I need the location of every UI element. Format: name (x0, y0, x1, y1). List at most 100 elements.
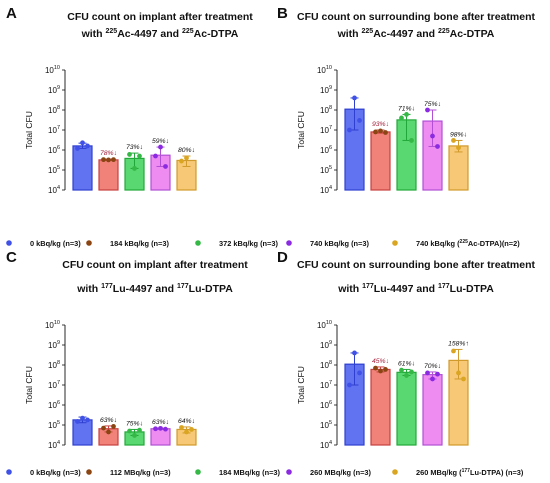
legend-label: 260 MBq/kg (n=3) (310, 468, 372, 477)
y-tick-exponent: 4 (57, 185, 60, 191)
title-text: Lu-4497 and (374, 283, 438, 295)
y-tick-label: 105 (48, 420, 60, 430)
data-point (163, 426, 168, 432)
data-point (111, 157, 116, 163)
y-tick-base: 10 (317, 66, 326, 75)
percent-change-label: 45%↓ (372, 358, 389, 365)
data-point (430, 133, 435, 139)
y-tick-base: 10 (48, 106, 57, 115)
y-tick-base: 10 (48, 186, 57, 195)
title-superscript: 177 (438, 283, 450, 290)
chart-title-line-2: with 225Ac-4497 and 225Ac-DTPA (81, 28, 239, 40)
legend: 0 kBq/kg (n=3) 184 kBq/kg (n=3) 372 kBq/kg… (6, 239, 520, 248)
chart-title-line-2: with 177Lu-4497 and 177Lu-DTPA (76, 283, 233, 295)
y-tick-base: 10 (320, 361, 329, 370)
data-point (137, 427, 142, 433)
chart-title-line-1: CFU count on surrounding bone after trea… (297, 259, 536, 271)
y-tick-base: 10 (45, 66, 54, 75)
y-tick-exponent: 8 (329, 105, 332, 111)
legend-text: 112 MBq/kg (n=3) (110, 468, 171, 477)
percent-change-label: 75%↓ (424, 101, 441, 108)
percent-change-label: 80%↓ (178, 147, 195, 154)
title-text: Lu-DTPA (450, 283, 495, 295)
data-point (399, 115, 404, 121)
data-point (184, 429, 189, 435)
data-point (430, 376, 435, 382)
percent-change-label: 70%↓ (424, 363, 441, 370)
y-tick-base: 10 (48, 421, 57, 430)
y-tick-exponent: 5 (329, 420, 332, 426)
y-tick-exponent: 5 (57, 165, 60, 171)
bar (72, 419, 93, 446)
data-point (163, 164, 168, 169)
legend-marker (392, 240, 398, 246)
percent-change-label: 75%↓ (126, 420, 143, 427)
data-point (75, 419, 80, 424)
title-text: Ac-DTPA (450, 28, 495, 40)
y-tick-exponent: 7 (57, 125, 60, 131)
panel-letter: D (277, 249, 288, 266)
chart-title-line-2: with 225Ac-4497 and 225Ac-DTPA (337, 28, 495, 40)
y-tick-label: 105 (48, 165, 60, 175)
data-point (425, 370, 430, 376)
data-point (179, 425, 184, 430)
legend-marker (6, 469, 12, 475)
y-tick-base: 10 (48, 381, 57, 390)
y-tick-label: 1010 (317, 320, 332, 330)
data-point (101, 425, 106, 431)
data-point (127, 428, 132, 434)
y-tick-exponent: 7 (329, 125, 332, 131)
data-point (373, 365, 378, 371)
data-point (435, 371, 440, 377)
y-tick-exponent: 10 (326, 65, 332, 71)
data-point (158, 144, 163, 150)
legend-text: 0 kBq/kg (n=3) (30, 239, 81, 248)
y-tick-base: 10 (320, 441, 329, 450)
y-tick-label: 1010 (45, 65, 60, 75)
data-point (106, 429, 111, 435)
y-tick-label: 104 (320, 440, 332, 450)
data-point (451, 138, 456, 143)
data-point (75, 146, 80, 151)
y-tick-base: 10 (320, 186, 329, 195)
y-tick-label: 105 (320, 420, 332, 430)
y-tick-label: 109 (320, 340, 332, 350)
legend-marker (6, 240, 12, 246)
legend-label: 0 kBq/kg (n=3) (30, 239, 81, 248)
title-superscript: 225 (362, 28, 374, 35)
legend-marker (86, 240, 92, 246)
data-point (85, 417, 90, 423)
title-text: with (81, 28, 106, 40)
y-tick-label: 106 (320, 145, 332, 155)
y-tick-exponent: 6 (57, 400, 60, 406)
title-text: with (337, 283, 362, 295)
percent-change-label: 78%↓ (100, 150, 117, 157)
chart-panel-B: B CFU count on surrounding bone after tre… (277, 5, 536, 195)
data-point (347, 382, 352, 388)
y-tick-base: 10 (320, 381, 329, 390)
chart-title-line-1: CFU count on implant after treatment (62, 259, 248, 271)
y-tick-exponent: 4 (329, 185, 332, 191)
y-tick-label: 108 (320, 360, 332, 370)
title-text: with (337, 28, 362, 40)
y-tick-base: 10 (48, 361, 57, 370)
y-tick-base: 10 (320, 126, 329, 135)
y-tick-base: 10 (320, 401, 329, 410)
title-text: with (76, 283, 101, 295)
chart-panel-D: D CFU count on surrounding bone after tre… (277, 249, 536, 450)
y-tick-label: 107 (48, 380, 60, 390)
panel-letter: B (277, 5, 288, 22)
y-tick-exponent: 9 (329, 340, 332, 346)
data-point (373, 129, 378, 135)
data-point (409, 138, 414, 143)
legend-text: 260 MBq/kg ( (416, 468, 462, 477)
legend-marker (392, 469, 398, 475)
y-tick-base: 10 (48, 126, 57, 135)
y-tick-label: 107 (320, 125, 332, 135)
legend-label: 184 MBq/kg (n=3) (219, 468, 281, 477)
y-tick-base: 10 (320, 341, 329, 350)
bar (98, 159, 119, 191)
data-point (399, 367, 404, 373)
data-point (409, 369, 414, 375)
title-superscript: 177 (177, 283, 189, 290)
